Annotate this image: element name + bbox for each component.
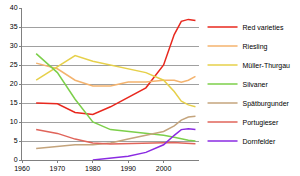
svg-text:1970: 1970 [50, 165, 66, 172]
svg-text:1990: 1990 [120, 165, 136, 172]
svg-text:Spätburgunder: Spätburgunder [243, 100, 290, 108]
svg-text:20: 20 [10, 80, 18, 87]
svg-text:10: 10 [10, 118, 18, 125]
svg-text:Dornfelder: Dornfelder [243, 138, 276, 145]
svg-text:1980: 1980 [85, 165, 101, 172]
svg-text:Müller-Thurgau: Müller-Thurgau [243, 62, 291, 70]
svg-text:25: 25 [10, 61, 18, 68]
svg-text:Riesling: Riesling [243, 43, 268, 51]
svg-text:0: 0 [14, 156, 18, 163]
svg-text:2000: 2000 [156, 165, 172, 172]
svg-text:Red varieties: Red varieties [243, 24, 284, 31]
svg-text:5: 5 [14, 137, 18, 144]
svg-text:Portugieser: Portugieser [243, 119, 279, 127]
svg-text:40: 40 [10, 4, 18, 11]
svg-text:1960: 1960 [14, 165, 30, 172]
svg-text:15: 15 [10, 99, 18, 106]
svg-text:Silvaner: Silvaner [243, 81, 269, 88]
svg-text:35: 35 [10, 23, 18, 30]
svg-text:30: 30 [10, 42, 18, 49]
